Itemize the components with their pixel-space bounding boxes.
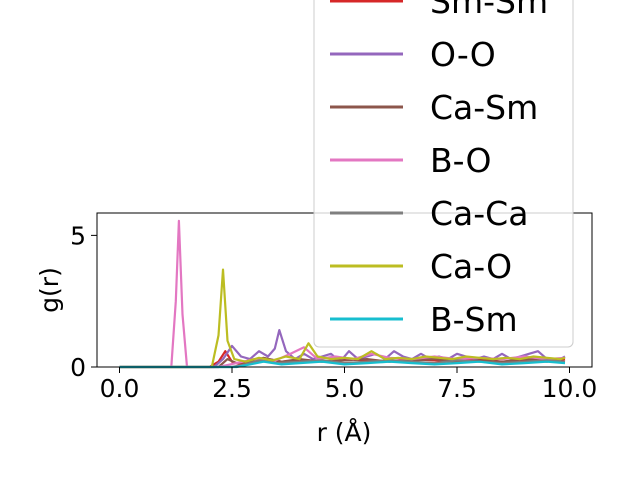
y-tick-label: 5 xyxy=(70,221,86,250)
x-tick-label: 0.0 xyxy=(100,374,140,403)
series-line-b-sm xyxy=(119,360,566,369)
legend-label: B-O xyxy=(430,141,491,180)
x-tick-label: 7.5 xyxy=(437,374,477,403)
x-tick-label: 5.0 xyxy=(325,374,365,403)
y-axis-label: g(r) xyxy=(35,267,64,313)
y-tick-label: 0 xyxy=(70,353,86,382)
legend-label: Ca-Sm xyxy=(430,88,538,127)
legend-label: O-O xyxy=(430,35,496,74)
series-line-ca-ca xyxy=(119,359,566,369)
legend-label: Ca-Ca xyxy=(430,194,528,233)
legend-label: B-Sm xyxy=(430,300,518,339)
plot-lines xyxy=(119,219,566,369)
x-tick-label: 2.5 xyxy=(212,374,252,403)
legend: Sm-Sm O-O Ca-Sm B-O Ca-Ca Ca-O B-Sm xyxy=(313,0,574,348)
x-axis-label: r (Å) xyxy=(317,418,372,447)
x-axis-ticks: 0.0 2.5 5.0 7.5 10.0 xyxy=(100,367,598,403)
legend-box xyxy=(313,0,574,348)
y-axis-ticks: 05 xyxy=(70,221,97,382)
series-line-ca-o xyxy=(119,268,566,369)
x-tick-label: 10.0 xyxy=(542,374,598,403)
legend-label: Sm-Sm xyxy=(430,0,548,21)
legend-label: Ca-O xyxy=(430,247,512,286)
